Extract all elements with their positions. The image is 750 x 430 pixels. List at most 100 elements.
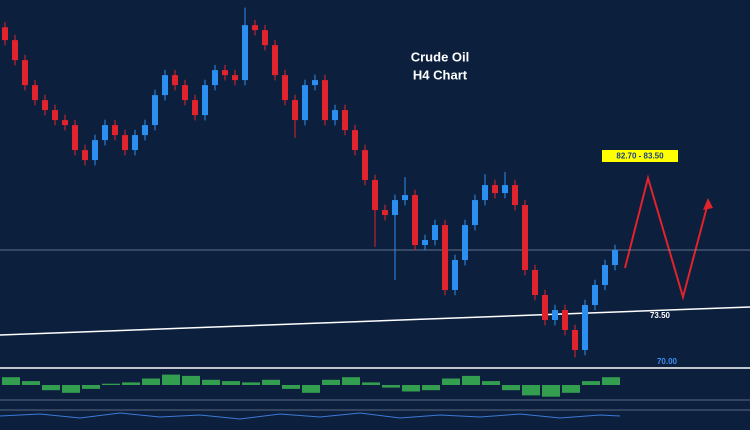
candle-body (462, 225, 468, 261)
candle-body (282, 75, 288, 101)
oscillator-bar (502, 385, 520, 391)
oscillator-bar (422, 385, 440, 391)
candle-body (72, 125, 78, 151)
target-label: 82.70 - 83.50 (616, 152, 664, 161)
candle-body (532, 270, 538, 296)
chart-subtitle: H4 Chart (413, 67, 468, 82)
candle-body (242, 25, 248, 81)
candle-body (602, 265, 608, 286)
candle-body (562, 309, 568, 330)
candle-body (272, 45, 278, 76)
candle-body (2, 27, 8, 41)
candle-body (102, 125, 108, 141)
oscillator-bar (162, 374, 180, 385)
candle-body (332, 110, 338, 121)
candle-body (592, 285, 598, 306)
oscillator-bar (602, 377, 620, 385)
candle-body (542, 295, 548, 320)
candle-body (372, 180, 378, 211)
candle-body (292, 100, 298, 121)
candle-body (512, 185, 518, 206)
candle-body (62, 120, 68, 126)
candle-body (302, 85, 308, 121)
oscillator-bar (202, 379, 220, 385)
oscillator-bar (442, 378, 460, 385)
candle-body (172, 75, 178, 86)
candle-body (612, 250, 618, 266)
oscillator-bar (462, 375, 480, 385)
oscillator-bar (122, 382, 140, 385)
target-box (602, 150, 678, 162)
chart-title: Crude Oil (411, 49, 470, 64)
candle-body (92, 140, 98, 161)
candle-body (352, 130, 358, 151)
candle-body (162, 75, 168, 96)
oscillator-bar (82, 385, 100, 389)
candle-body (192, 100, 198, 116)
oscillator-bar (382, 385, 400, 388)
candle-body (432, 225, 438, 241)
candle-body (472, 200, 478, 226)
lower-indicator (0, 412, 621, 420)
candle-body (392, 200, 398, 216)
candle-body (112, 125, 118, 136)
oscillator-bar (62, 385, 80, 393)
candle-body (312, 80, 318, 86)
candle-body (52, 110, 58, 121)
candle-body (362, 150, 368, 181)
candle-body (452, 260, 458, 291)
candle-body (552, 309, 558, 320)
oscillator-bar (142, 378, 160, 385)
candle-body (32, 85, 38, 101)
oscillator-bar (102, 383, 120, 385)
trend-line (0, 306, 750, 336)
candle-body (142, 125, 148, 136)
oscillator-bar (542, 385, 560, 397)
support-label: 73.50 (650, 311, 671, 320)
oscillator-bar (2, 377, 20, 385)
level-label: 70.00 (657, 357, 678, 366)
candle-body (492, 185, 498, 194)
candle-body (252, 25, 258, 31)
oscillator-bar (182, 375, 200, 385)
oscillator-bar (262, 379, 280, 385)
candle-body (442, 225, 448, 291)
candle-body (182, 85, 188, 101)
candle-body (582, 305, 588, 350)
candle-body (202, 85, 208, 116)
candle-body (502, 185, 508, 194)
candle-body (322, 80, 328, 121)
candle-body (382, 210, 388, 216)
candle-body (412, 195, 418, 246)
candle-body (402, 195, 408, 201)
candle-body (482, 185, 488, 201)
oscillator-bar (362, 382, 380, 385)
candle-body (232, 75, 238, 81)
candle-body (42, 100, 48, 111)
oscillator-bar (22, 381, 40, 385)
oscillator-bar (402, 385, 420, 392)
candle-body (82, 150, 88, 161)
oscillator-bar (562, 385, 580, 393)
oscillator-bar (582, 381, 600, 385)
candle-body (122, 135, 128, 151)
oscillator-bar (342, 377, 360, 385)
oscillator-bar (322, 379, 340, 385)
candle-body (22, 60, 28, 86)
candle-body (152, 95, 158, 126)
oscillator-bar (282, 385, 300, 389)
candle-body (12, 40, 18, 61)
candle-body (342, 110, 348, 131)
oscillator-bar (482, 381, 500, 385)
candle-body (132, 135, 138, 151)
candle-body (222, 70, 228, 76)
candle-body (422, 240, 428, 246)
oscillator-bar (522, 385, 540, 396)
candle-body (522, 205, 528, 271)
arrow-head (703, 198, 713, 210)
candle-body (262, 30, 268, 46)
oscillator-bar (42, 385, 60, 391)
oscillator-bar (222, 381, 240, 385)
